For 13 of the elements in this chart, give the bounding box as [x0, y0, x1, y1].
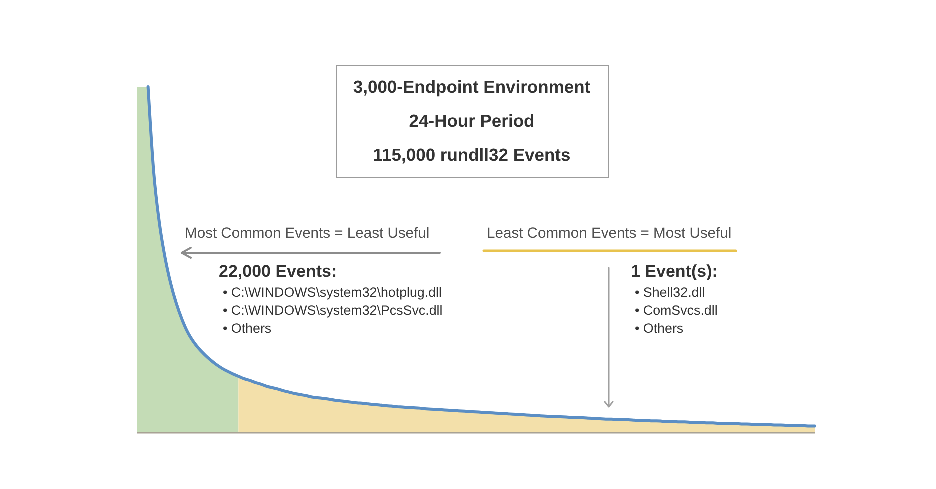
- annotation: • C:\WINDOWS\system32\hotplug.dll: [223, 285, 442, 300]
- annotation: Most Common Events = Least Useful: [185, 226, 430, 242]
- annotation: • Shell32.dll: [635, 285, 706, 300]
- annotation: • ComSvcs.dll: [635, 303, 718, 318]
- annotation: 24-Hour Period: [409, 111, 535, 131]
- annotation: • Others: [635, 321, 684, 336]
- annotation: Least Common Events = Most Useful: [487, 226, 732, 242]
- annotation: • Others: [223, 321, 272, 336]
- annotation: 3,000-Endpoint Environment: [353, 77, 591, 97]
- annotation: 22,000 Events:: [219, 262, 338, 281]
- annotation: 115,000 rundll32 Events: [373, 145, 571, 165]
- annotation: • C:\WINDOWS\system32\PcsSvc.dll: [223, 303, 443, 318]
- annotation: 1 Event(s):: [631, 262, 718, 281]
